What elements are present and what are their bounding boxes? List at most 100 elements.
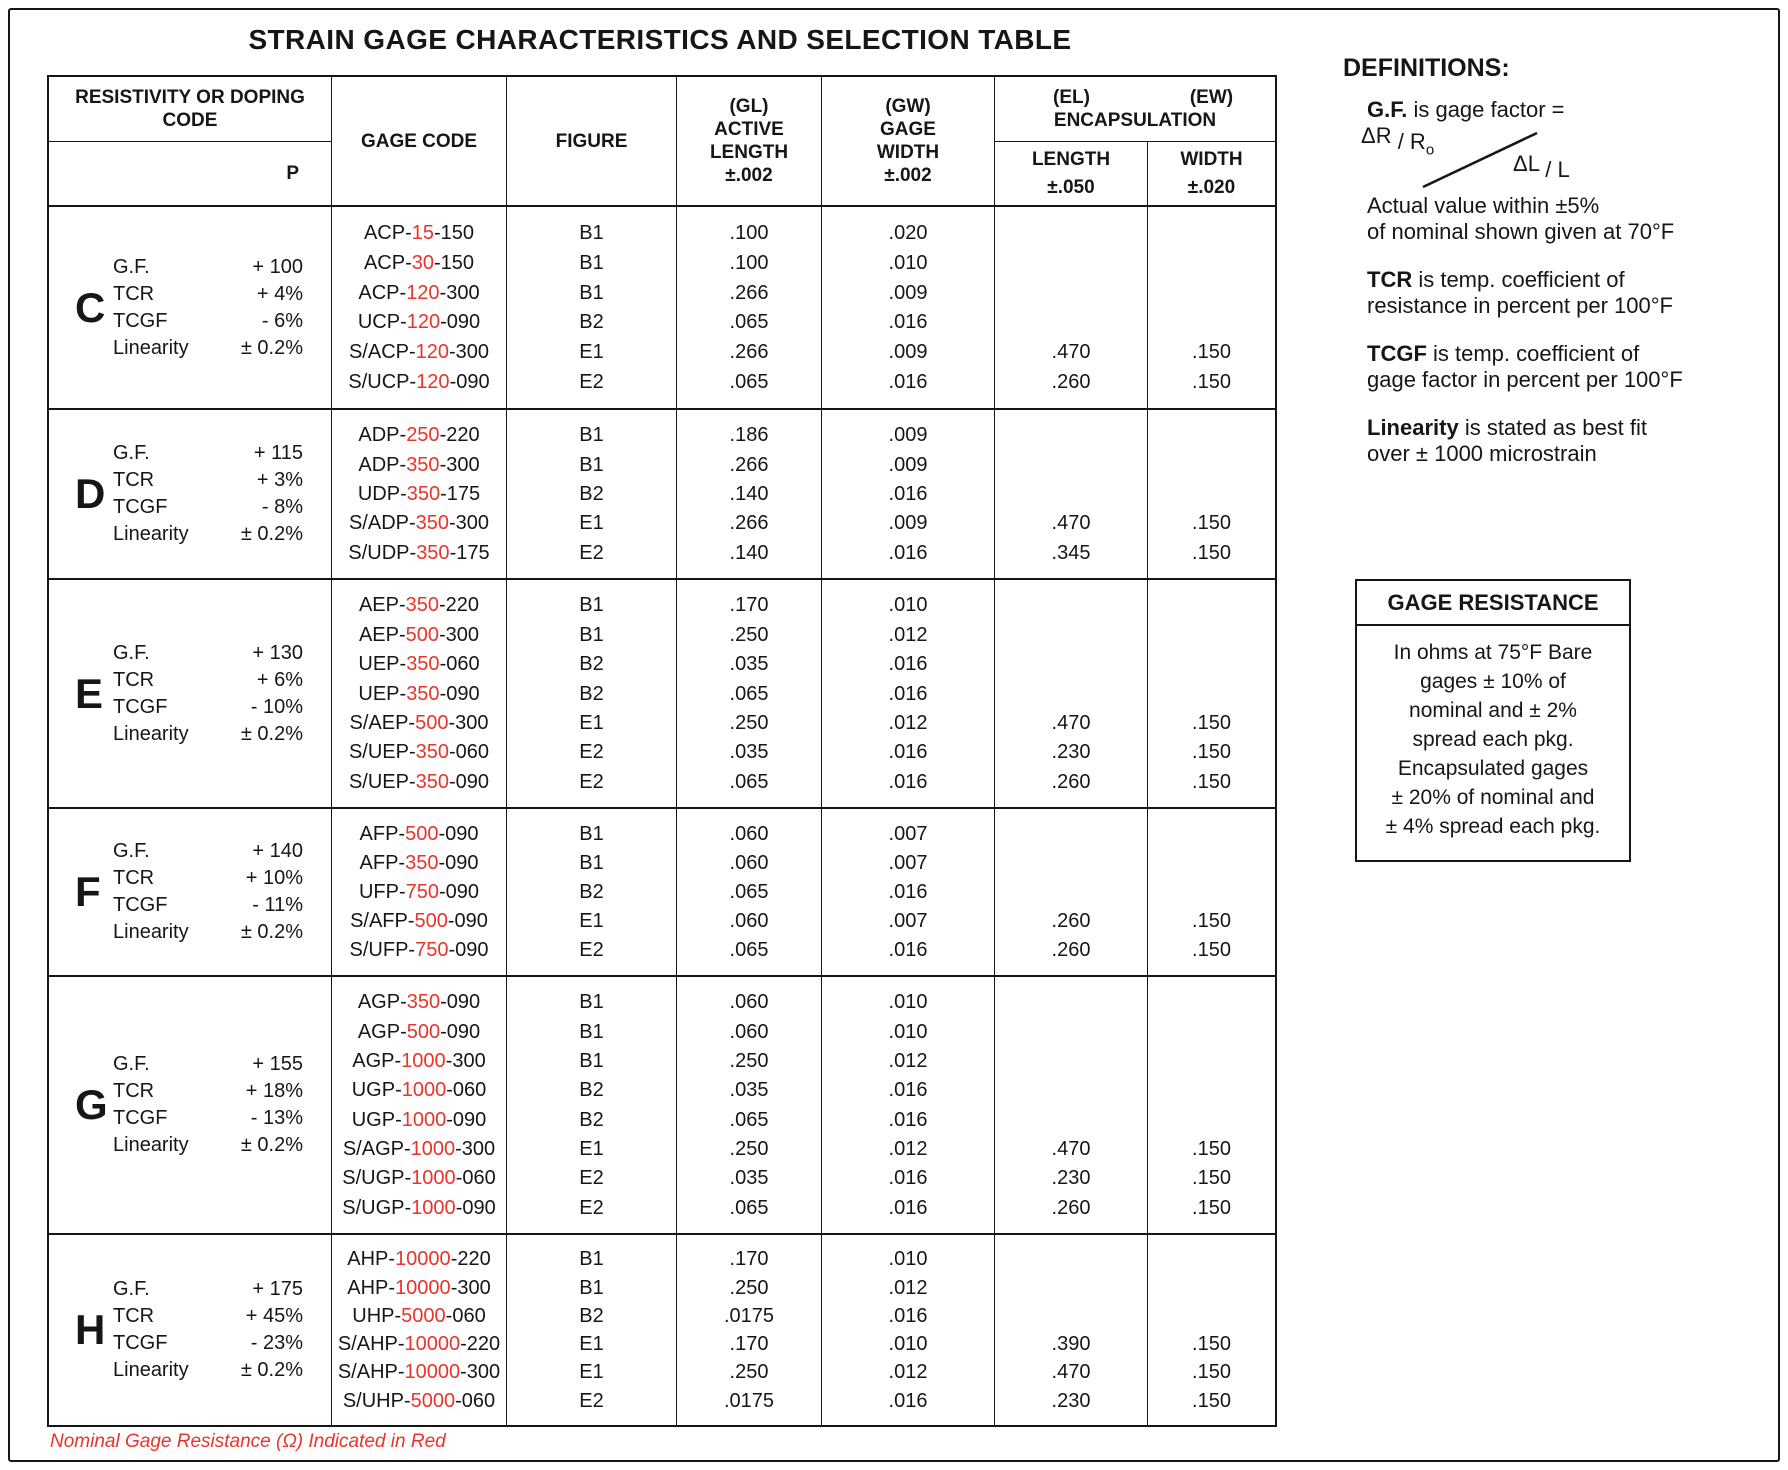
gw-value: .012	[888, 711, 928, 734]
tcr-value: + 18%	[245, 1080, 303, 1102]
gf-value: + 115	[253, 442, 303, 464]
gf-value: + 155	[252, 1053, 303, 1075]
linearity-definition: Linearity is stated as best fit over ± 1…	[1367, 415, 1648, 466]
gl-value: .100	[729, 221, 769, 244]
gage-code-value: S/UDP-350-175	[348, 541, 490, 564]
ew-value	[1148, 822, 1275, 846]
gage-code-value: S/AEP-500-300	[349, 711, 489, 734]
ew-value	[1148, 1049, 1275, 1073]
el-value: .260	[1051, 910, 1091, 932]
fig-value: B1	[579, 1020, 604, 1043]
el-value: .230	[1051, 1167, 1091, 1190]
fig-value: B1	[579, 1049, 604, 1072]
el-value	[995, 652, 1147, 676]
header-enc-width: WIDTH ±.020	[1180, 149, 1243, 198]
gage-code-value: S/UCP-120-090	[348, 371, 490, 394]
gw-value: .016	[888, 1304, 928, 1327]
gw-value: .012	[888, 1049, 928, 1072]
gl-value: .170	[729, 1333, 769, 1356]
active-length-column: .060 .060 .065 .060 .065	[677, 809, 822, 975]
el-value	[995, 1304, 1147, 1328]
fig-value: E2	[579, 541, 604, 564]
enc-length-column: .470 .345	[995, 410, 1148, 578]
gage-code-value: AFP-500-090	[359, 823, 479, 845]
gage-group: C G.F. + 100 TCR + 4% TCGF - 6% Linearity ± …	[49, 207, 1275, 410]
active-length-column: .170 .250 .035 .065 .250 .035 .065	[677, 580, 822, 807]
tcr-value: + 4%	[256, 282, 303, 305]
gage-code-value: ACP-15-150	[363, 221, 475, 244]
gl-value: .266	[729, 453, 769, 476]
group-properties: G.F. + 175 TCR + 45% TCGF - 23% Linearity ± …	[49, 1235, 331, 1425]
fig-value: E1	[579, 910, 604, 932]
linearity-value: ± 0.2%	[240, 1134, 303, 1156]
gl-value: .060	[729, 991, 769, 1014]
active-length-column: .060 .060 .250 .035 .065 .250 .035 .065	[677, 977, 822, 1233]
gage-code-value: S/UFP-750-090	[349, 939, 489, 961]
gw-value: .009	[888, 281, 928, 304]
ew-value: .150	[1192, 1361, 1231, 1384]
fig-value: E1	[579, 512, 604, 535]
fig-value: B1	[579, 251, 604, 274]
header-gage-code: GAGE CODE	[332, 77, 507, 205]
gage-factor-formula: ΔR / Ro ΔL / L	[1361, 123, 1783, 193]
gage-code-column: AGP-350-090 AGP-500-090 AGP-1000-300 UGP-10…	[332, 977, 507, 1233]
ew-value	[1148, 1020, 1275, 1044]
ew-value: .150	[1192, 910, 1231, 932]
gl-value: .266	[729, 281, 769, 304]
gl-value: .035	[729, 1167, 769, 1190]
ew-value	[1148, 1304, 1275, 1328]
header-figure: FIGURE	[507, 77, 677, 205]
header-gage-width: (GW) GAGE WIDTH ±.002	[822, 77, 995, 205]
ew-value: .150	[1192, 1196, 1231, 1219]
ew-value	[1148, 990, 1275, 1014]
gage-code-value: AEP-500-300	[358, 623, 480, 646]
ew-value	[1148, 1276, 1275, 1300]
group-letter: E	[75, 669, 104, 717]
gl-value: .250	[729, 1137, 769, 1160]
el-value	[995, 281, 1147, 305]
gw-value: .007	[888, 852, 928, 874]
fig-value: E1	[579, 1333, 604, 1356]
gage-group: F G.F. + 140 TCR + 10% TCGF - 11% Linearity…	[49, 809, 1275, 977]
el-value	[995, 1276, 1147, 1300]
group-letter: G	[75, 1081, 108, 1128]
linearity-value: ± 0.2%	[240, 523, 303, 545]
el-value	[995, 221, 1147, 245]
fig-value: E1	[579, 711, 604, 734]
figure-column: B1 B1 B1 B2 E1 E2	[507, 207, 677, 408]
gage-code-value: AHP-10000-220	[347, 1248, 491, 1271]
gage-code-value: S/AGP-1000-300	[342, 1137, 496, 1160]
tcr-value: + 45%	[245, 1305, 303, 1327]
gw-value: .010	[888, 1020, 928, 1043]
gw-value: .009	[888, 453, 928, 476]
enc-width-column: .150 .150	[1148, 809, 1275, 975]
gage-code-value: S/AFP-500-090	[350, 910, 488, 932]
gf-note-line2: of nominal shown given at 70°F	[1367, 219, 1675, 244]
gl-value: .065	[729, 311, 769, 334]
fig-value: B1	[579, 424, 604, 447]
ew-value: .150	[1192, 341, 1231, 364]
fig-value: B1	[579, 623, 604, 646]
gage-code-column: AHP-10000-220 AHP-10000-300 UHP-5000-060 S/…	[332, 1235, 507, 1425]
tcgf-value: - 6%	[261, 309, 303, 332]
el-value	[995, 880, 1147, 904]
ew-value: .150	[1192, 1167, 1231, 1190]
gage-code-value: UEP-350-060	[358, 653, 480, 676]
gl-value: .100	[729, 251, 769, 274]
el-value: .260	[1051, 371, 1091, 394]
ew-value	[1148, 221, 1275, 245]
gl-value: .250	[729, 623, 769, 646]
gl-value: .266	[729, 512, 769, 535]
gl-value: .060	[729, 852, 769, 874]
definitions-panel: DEFINITIONS: G.F. is gage factor = ΔR / …	[1343, 55, 1783, 467]
el-value: .260	[1051, 1196, 1091, 1219]
gage-code-value: AGP-350-090	[357, 991, 481, 1014]
fig-value: B1	[579, 453, 604, 476]
header-resistivity: RESISTIVITY OR DOPING CODE	[49, 77, 332, 142]
ew-value	[1148, 310, 1275, 334]
gage-group: G G.F. + 155 TCR + 18% TCGF - 13% Linearity…	[49, 977, 1275, 1235]
gage-code-value: UGP-1000-090	[351, 1108, 487, 1131]
gl-value: .250	[729, 1361, 769, 1384]
gl-value: .035	[729, 741, 769, 764]
gl-value: .250	[729, 1276, 769, 1299]
